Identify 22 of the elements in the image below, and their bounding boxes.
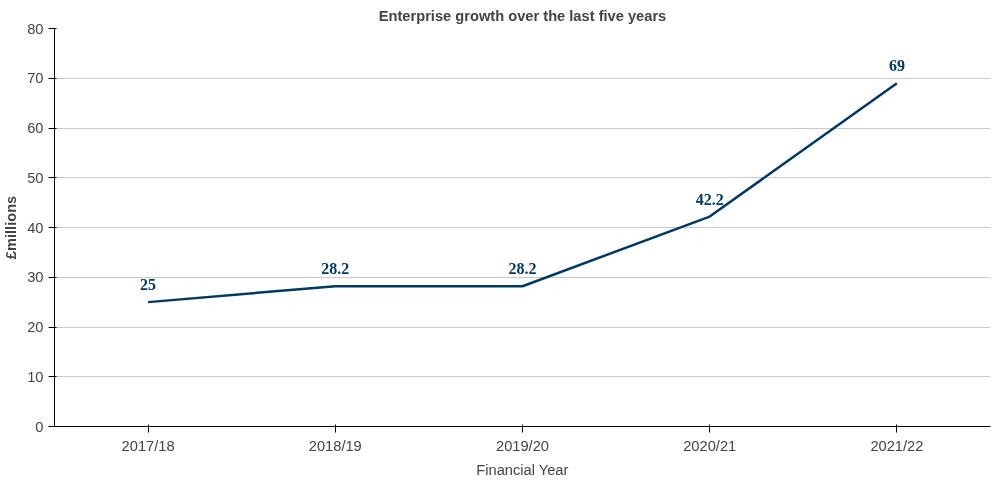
data-label: 42.2	[695, 190, 724, 208]
x-tick-label: 2020/21	[683, 437, 737, 454]
y-axis-title: £millions	[3, 195, 20, 260]
x-tick-label: 2021/22	[870, 437, 924, 454]
y-tick-label: 30	[27, 269, 44, 286]
y-tick-label: 50	[27, 169, 44, 186]
x-tick-label: 2017/18	[121, 437, 175, 454]
y-tick-label: 20	[27, 319, 44, 335]
y-tick-label: 0	[35, 418, 44, 435]
y-tick-label: 60	[27, 120, 44, 136]
x-axis-title: Financial Year	[476, 461, 569, 478]
y-tick-label: 70	[27, 70, 44, 87]
y-tick-label: 10	[27, 368, 44, 385]
data-label: 28.2	[321, 260, 350, 278]
x-tick-label: 2019/20	[496, 437, 549, 454]
data-label: 69	[888, 57, 905, 75]
x-tick-label: 2018/19	[308, 437, 362, 454]
data-label: 28.2	[508, 260, 537, 278]
data-label: 25	[140, 276, 157, 294]
chart-title: Enterprise growth over the last five years	[378, 7, 667, 24]
y-tick-label: 80	[27, 20, 44, 37]
y-tick-label: 40	[27, 219, 44, 236]
